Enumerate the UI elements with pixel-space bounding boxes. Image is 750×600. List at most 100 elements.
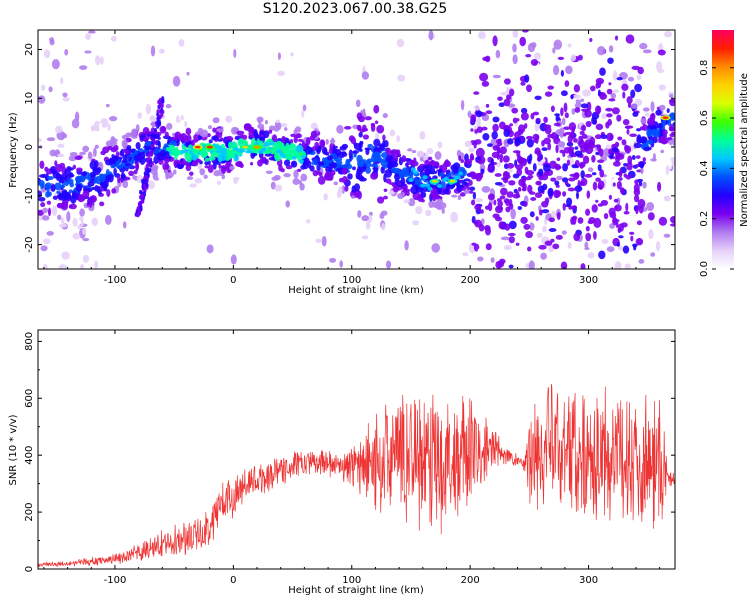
heat-ridge-cell xyxy=(544,240,553,246)
heat-ridge-cell xyxy=(207,125,213,130)
heat-ridge-cell xyxy=(164,151,170,160)
heat-ridge-cell xyxy=(451,194,458,198)
heat-ridge-cell xyxy=(116,165,124,170)
heat-noise-cell xyxy=(655,241,661,252)
heat-noise-cell xyxy=(108,115,118,122)
heat-ridge-cell xyxy=(501,269,508,272)
heat-ridge-cell xyxy=(669,94,674,99)
heat-core-cell xyxy=(217,145,223,150)
heat-ridge-cell xyxy=(594,105,602,114)
heat-ridge-cell xyxy=(517,187,522,192)
heat-ridge-cell xyxy=(157,140,161,150)
heat-noise-cell xyxy=(51,58,60,70)
heat-ridge-cell xyxy=(442,188,450,195)
heat-ridge-cell xyxy=(52,195,58,200)
heat-noise-cell xyxy=(270,79,277,90)
heat-ridge-cell xyxy=(372,167,378,171)
heat-ridge-cell xyxy=(387,160,393,170)
heat-ridge-cell xyxy=(599,67,606,76)
heat-ridge-cell xyxy=(42,207,49,214)
heat-ridge-cell xyxy=(87,151,93,160)
snr-x-axis-label: Height of straight line (km) xyxy=(288,585,424,596)
y-tick-label: 0 xyxy=(24,144,35,150)
heat-ridge-cell xyxy=(591,155,596,163)
heat-noise-cell xyxy=(496,162,501,168)
heat-ridge-cell xyxy=(60,217,65,224)
heat-noise-cell xyxy=(69,56,78,67)
heat-ridge-cell xyxy=(113,167,117,176)
heat-ridge-cell xyxy=(150,116,158,122)
heat-ridge-cell xyxy=(535,117,541,122)
heat-ridge-cell xyxy=(591,204,598,213)
heat-noise-cell xyxy=(553,39,563,50)
heat-ridge-cell xyxy=(536,156,542,162)
heat-noise-cell xyxy=(85,33,91,41)
y-tick-label: 20 xyxy=(24,43,35,56)
heat-ridge-cell xyxy=(669,123,673,132)
heat-ridge-cell xyxy=(359,128,365,133)
heat-noise-cell xyxy=(520,81,526,86)
heat-noise-cell xyxy=(428,30,434,41)
heat-core-cell xyxy=(290,149,296,154)
heat-ridge-cell xyxy=(626,161,633,171)
heat-noise-cell xyxy=(538,244,547,250)
heat-ridge-cell xyxy=(347,173,353,180)
heat-noise-cell xyxy=(542,225,547,233)
heat-core-cell xyxy=(422,175,428,180)
heat-ridge-cell xyxy=(47,176,54,181)
heat-ridge-cell xyxy=(607,118,612,126)
heat-ridge-cell xyxy=(613,198,619,203)
heat-ridge-cell xyxy=(622,118,630,126)
heat-ridge-cell xyxy=(217,180,221,185)
heat-ridge-cell xyxy=(348,149,353,159)
heat-noise-cell xyxy=(79,65,88,70)
heat-ridge-cell xyxy=(264,119,268,125)
heat-ridge-cell xyxy=(466,182,470,192)
x-tick-label: -100 xyxy=(104,275,127,286)
heat-ridge-cell xyxy=(515,242,520,246)
heat-ridge-cell xyxy=(599,93,608,100)
heat-ridge-cell xyxy=(392,186,400,193)
heat-ridge-cell xyxy=(619,187,625,195)
heat-ridge-cell xyxy=(574,185,583,192)
heat-ridge-cell xyxy=(293,135,298,144)
heat-ridge-cell xyxy=(541,147,548,152)
heat-noise-cell xyxy=(492,74,501,79)
heat-noise-cell xyxy=(601,238,609,245)
heat-ridge-cell xyxy=(497,96,503,101)
heat-noise-cell xyxy=(606,246,615,252)
heat-ridge-cell xyxy=(503,128,510,138)
heat-noise-cell xyxy=(500,91,510,96)
heat-ridge-cell xyxy=(585,232,592,242)
heat-ridge-cell xyxy=(642,124,649,131)
heat-ridge-cell xyxy=(98,189,102,196)
heat-noise-cell xyxy=(470,106,476,114)
heat-ridge-cell xyxy=(297,138,304,142)
snr-panel: -100 0 100 200 300 0 200 400 600 800 Height of s… xyxy=(8,329,676,596)
heat-ridge-cell xyxy=(361,235,369,240)
heat-ridge-cell xyxy=(323,157,328,166)
heat-ridge-cell xyxy=(597,164,602,172)
heat-noise-cell xyxy=(601,112,608,120)
heat-noise-cell xyxy=(658,216,668,226)
x-tick-label: 300 xyxy=(579,275,598,286)
heat-ridge-cell xyxy=(325,138,329,145)
heat-ridge-cell xyxy=(38,174,47,178)
heat-noise-cell xyxy=(567,43,572,48)
heat-noise-cell xyxy=(572,94,582,99)
heat-noise-cell xyxy=(636,74,642,81)
heat-ridge-cell xyxy=(582,155,590,164)
heat-core-cell xyxy=(229,154,235,159)
heat-noise-cell xyxy=(374,133,380,140)
heat-ridge-cell xyxy=(566,141,574,147)
heat-ridge-cell xyxy=(532,163,537,172)
heat-noise-cell xyxy=(637,198,646,209)
heat-ridge-cell xyxy=(508,198,513,207)
heat-ridge-cell xyxy=(144,141,152,147)
heat-noise-cell xyxy=(495,49,501,59)
heat-ridge-cell xyxy=(588,217,596,223)
heat-ridge-cell xyxy=(548,227,557,233)
heat-ridge-cell xyxy=(100,174,106,183)
heat-noise-cell xyxy=(79,216,84,222)
heat-ridge-cell xyxy=(530,112,535,120)
